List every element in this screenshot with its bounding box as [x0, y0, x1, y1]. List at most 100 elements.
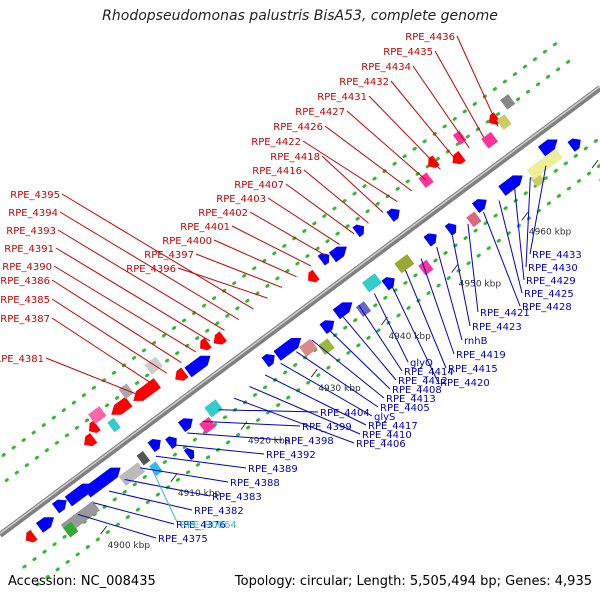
- forward-gene-leader-21: [218, 409, 319, 413]
- feature-29: [273, 338, 302, 361]
- feature-block-38: [418, 259, 434, 276]
- feature-arrow-49: [444, 223, 457, 236]
- reverse-gene-label-15: RPE_4397: [144, 250, 194, 261]
- reverse-gene-leader-18: [59, 211, 240, 321]
- map-title: Rhodopseudomonas palustris BisA53, compl…: [102, 8, 498, 24]
- scale-tick-1: [170, 473, 178, 483]
- reverse-gene-leader-21: [53, 265, 196, 353]
- forward-gene-label-8: RPE_4419: [456, 350, 506, 361]
- feature-arrow-9: [147, 438, 161, 453]
- forward-gene-label-19: RPE_4410: [362, 430, 412, 441]
- feature-21: [118, 383, 134, 399]
- reverse-gene-leader-8: [321, 155, 384, 213]
- gene-labels: RPE_4436 RPE_4435 RPE_4434 RPE_4432 RPE_4431…: [0, 32, 582, 545]
- feature-1: [35, 517, 54, 533]
- reverse-gene-label-11: RPE_4403: [216, 194, 266, 205]
- reverse-gene-leader-17: [61, 193, 254, 310]
- reverse-gene-label-23: RPE_4385: [0, 295, 50, 306]
- feature-arrow-41: [317, 252, 330, 266]
- feature-13: [199, 416, 216, 434]
- reverse-gene-label-10: RPE_4407: [234, 180, 284, 191]
- feature-arrow-22: [133, 378, 161, 401]
- feature-arrow-17: [89, 420, 101, 434]
- forward-gene-label-24: RPE_4392: [266, 450, 316, 461]
- feature-16: [84, 432, 98, 447]
- forward-gene-leader-13: [342, 316, 397, 381]
- forward-gene-leader-16: [296, 351, 379, 408]
- feature-2: [51, 499, 67, 514]
- feature-block-37: [394, 254, 415, 274]
- feature-35: [361, 273, 382, 293]
- feature-11: [149, 461, 163, 476]
- forward-gene-label-28: RPE_4382: [194, 506, 244, 517]
- gene-features: [25, 94, 581, 543]
- feature-arrow-24: [175, 367, 189, 381]
- label-leaders: [45, 35, 547, 539]
- feature-39: [423, 233, 437, 247]
- forward-gene-leader-29: [93, 502, 175, 525]
- feature-15: [183, 447, 195, 461]
- reverse-gene-leader-11: [267, 197, 340, 245]
- rna-leader-0: [152, 470, 179, 525]
- feature-arrow-56: [567, 138, 581, 152]
- forward-gene-leader-25: [155, 455, 247, 469]
- reverse-gene-label-12: RPE_4402: [198, 208, 248, 219]
- forward-gene-label-21: RPE_4404: [320, 408, 370, 419]
- feature-31: [317, 338, 335, 356]
- forward-gene-leader-2: [514, 188, 525, 281]
- reverse-gene-leader-1: [434, 50, 485, 138]
- forward-gene-label-2: RPE_4429: [526, 276, 576, 287]
- feature-block-7: [63, 521, 79, 538]
- feature-block-13: [199, 416, 216, 434]
- forward-gene-label-23: RPE_4398: [284, 436, 334, 447]
- forward-gene-label-14: RPE_4408: [392, 385, 442, 396]
- forward-gene-leader-20: [233, 397, 355, 444]
- reverse-gene-label-8: RPE_4418: [270, 152, 320, 163]
- reverse-gene-label-18: RPE_4394: [8, 208, 58, 219]
- feature-block-21: [118, 383, 134, 399]
- reverse-gene-leader-15: [195, 253, 283, 288]
- genome-backbone: [0, 85, 600, 538]
- reverse-gene-leader-14: [213, 239, 297, 278]
- reverse-gene-label-7: RPE_4422: [251, 137, 301, 148]
- forward-gene-leader-26: [140, 467, 229, 483]
- forward-gene-label-25: RPE_4389: [248, 464, 298, 475]
- feature-32: [319, 320, 335, 335]
- feature-arrow-10: [165, 436, 177, 450]
- scale-tick-label-2: 4920 kbp: [248, 437, 291, 447]
- feature-arrow-26: [200, 337, 212, 351]
- reverse-gene-label-13: RPE_4401: [180, 222, 230, 233]
- reverse-gene-label-9: RPE_4416: [252, 166, 302, 177]
- feature-24: [175, 367, 189, 381]
- feature-30: [299, 338, 318, 357]
- feature-block-8: [136, 450, 151, 466]
- forward-gene-leader-0: [529, 165, 547, 255]
- feature-arrow-51: [471, 199, 487, 213]
- feature-block-31: [317, 338, 335, 356]
- reverse-gene-label-6: RPE_4426: [273, 122, 323, 133]
- reverse-gene-leader-19: [57, 229, 225, 331]
- feature-48: [452, 130, 467, 145]
- reverse-gene-label-24: RPE_4387: [0, 314, 50, 325]
- reverse-gene-leader-5: [346, 110, 427, 181]
- forward-gene-leader-12: [358, 304, 403, 372]
- feature-40: [308, 269, 320, 283]
- reverse-gene-leader-3: [390, 80, 456, 160]
- feature-arrow-28: [261, 354, 275, 368]
- forward-gene-leader-4: [483, 212, 521, 307]
- feature-26: [200, 337, 212, 351]
- feature-arrow-12: [177, 418, 193, 433]
- scale-tick-label-3: 4930 kbp: [318, 384, 361, 394]
- feature-38: [418, 259, 434, 276]
- feature-23: [144, 356, 163, 375]
- forward-gene-label-7: rnhB: [464, 336, 488, 347]
- forward-gene-label-13: RPE_4412: [398, 376, 448, 387]
- forward-gene-label-11: glyQ: [410, 358, 433, 369]
- forward-gene-leader-7: [436, 246, 463, 341]
- reverse-gene-leader-6: [324, 125, 412, 192]
- feature-37: [394, 254, 415, 274]
- forward-gene-label-29: RPE_4376: [176, 520, 226, 531]
- forward-gene-leader-17: [280, 362, 373, 417]
